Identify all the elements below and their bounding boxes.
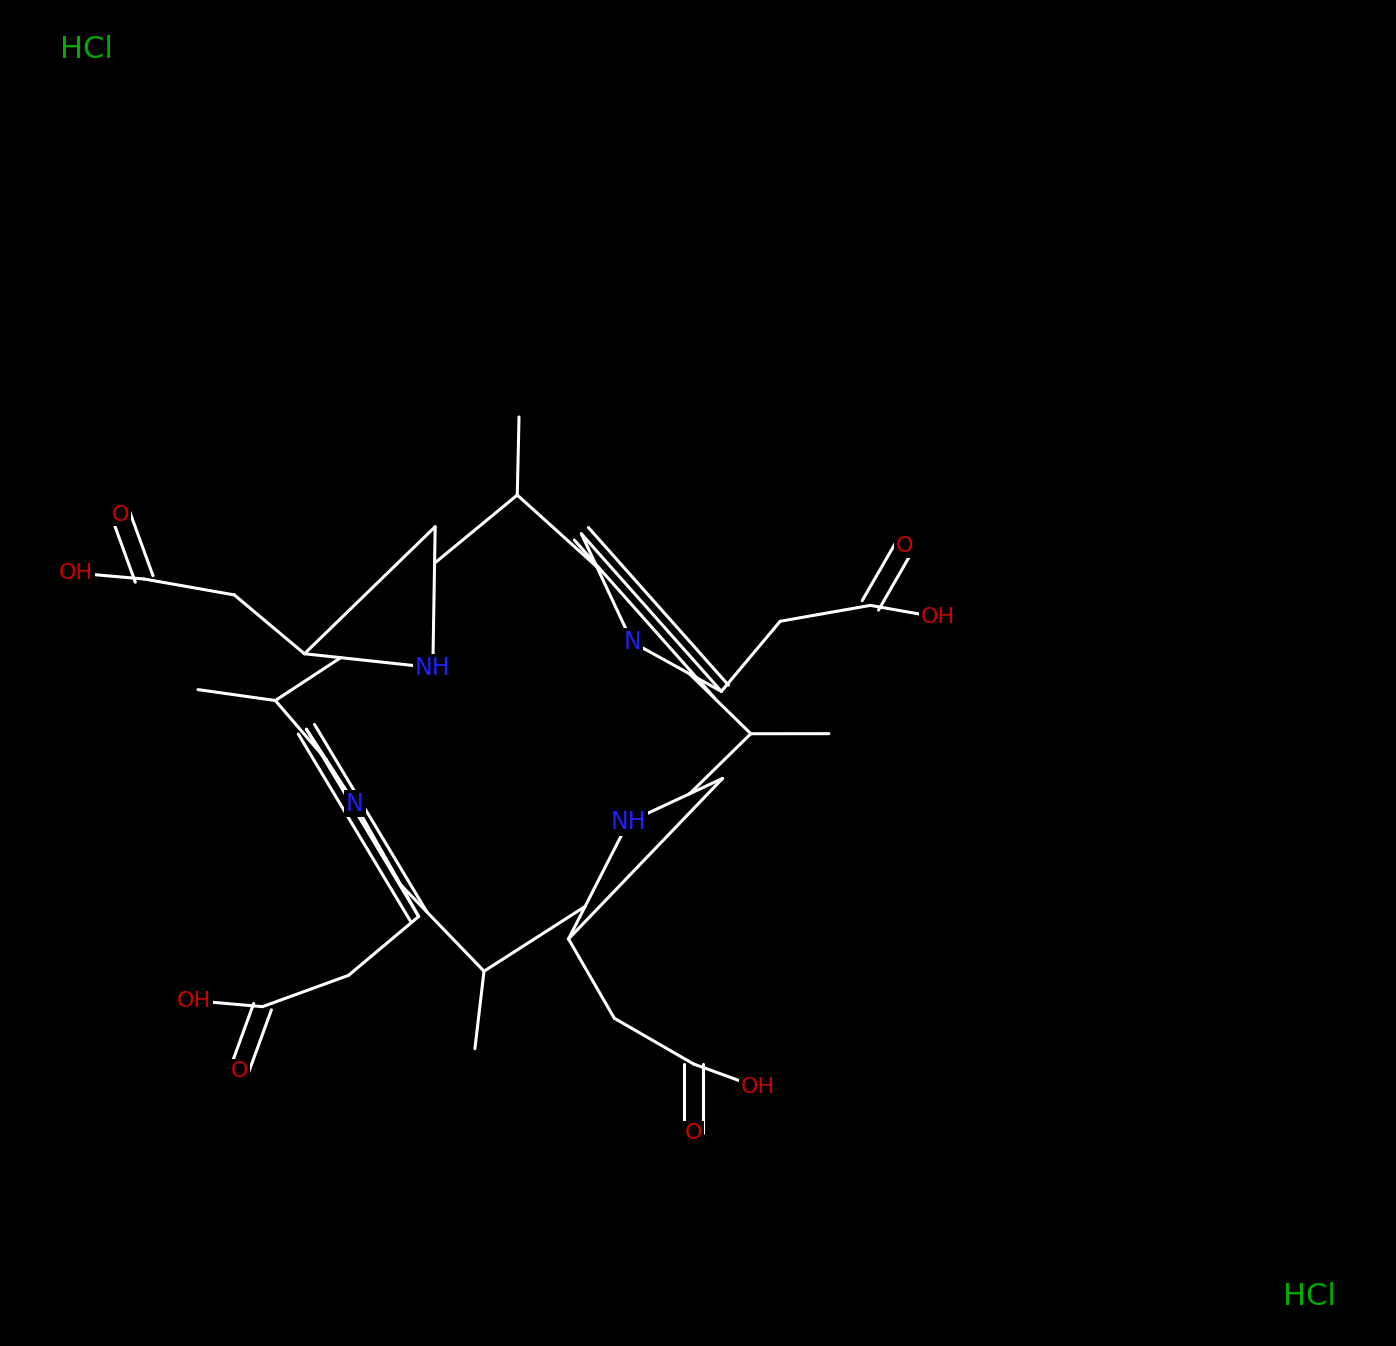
Text: O: O: [230, 1061, 248, 1081]
Text: NH: NH: [415, 656, 451, 680]
Text: O: O: [112, 505, 130, 525]
Text: N: N: [346, 791, 363, 816]
Text: O: O: [685, 1123, 702, 1143]
Text: OH: OH: [177, 991, 211, 1011]
Text: HCl: HCl: [60, 35, 113, 65]
Text: NH: NH: [610, 810, 646, 835]
Text: OH: OH: [59, 563, 94, 583]
Text: HCl: HCl: [1283, 1281, 1336, 1311]
Text: OH: OH: [921, 607, 955, 627]
Text: OH: OH: [741, 1077, 775, 1097]
Text: N: N: [623, 630, 641, 654]
Text: O: O: [896, 536, 913, 556]
